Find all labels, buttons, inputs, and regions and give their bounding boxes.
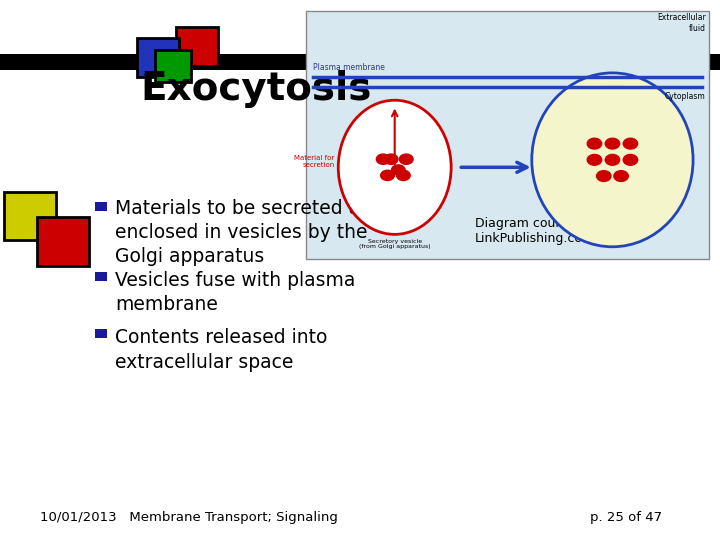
Circle shape xyxy=(400,154,413,164)
Bar xyxy=(306,11,709,259)
Bar xyxy=(176,27,218,66)
Circle shape xyxy=(397,170,410,180)
Circle shape xyxy=(606,154,620,165)
Circle shape xyxy=(624,154,638,165)
Circle shape xyxy=(392,165,405,175)
Circle shape xyxy=(614,171,629,181)
Circle shape xyxy=(606,138,620,149)
Bar xyxy=(4,192,56,240)
Bar xyxy=(137,38,179,77)
Circle shape xyxy=(624,138,638,149)
Text: Materials to be secreted are
enclosed in vesicles by the
Golgi apparatus: Materials to be secreted are enclosed in… xyxy=(115,199,379,266)
Bar xyxy=(0,54,720,70)
Text: Material for
secretion: Material for secretion xyxy=(294,156,335,168)
Text: Extracellular
fluid: Extracellular fluid xyxy=(657,14,706,33)
Text: Contents released into
extracellular space: Contents released into extracellular spa… xyxy=(115,328,328,372)
Circle shape xyxy=(377,154,390,164)
Text: Diagram courtesy
LinkPublishing.com: Diagram courtesy LinkPublishing.com xyxy=(475,217,595,245)
Text: Plasma membrane: Plasma membrane xyxy=(313,63,385,72)
Bar xyxy=(95,202,107,211)
Circle shape xyxy=(597,171,611,181)
Circle shape xyxy=(588,138,602,149)
Text: Vesicles fuse with plasma
membrane: Vesicles fuse with plasma membrane xyxy=(115,271,356,314)
Text: p. 25 of 47: p. 25 of 47 xyxy=(590,511,662,524)
Text: 10/01/2013   Membrane Transport; Signaling: 10/01/2013 Membrane Transport; Signaling xyxy=(40,511,338,524)
Bar xyxy=(155,50,191,82)
Bar xyxy=(95,272,107,281)
Bar xyxy=(95,329,107,338)
Ellipse shape xyxy=(532,73,693,247)
Text: Exocytosis: Exocytosis xyxy=(140,70,372,108)
Circle shape xyxy=(588,154,602,165)
Text: Secretory vesicle
(from Golgi apparatus): Secretory vesicle (from Golgi apparatus) xyxy=(359,239,431,249)
Circle shape xyxy=(384,154,398,164)
Circle shape xyxy=(381,170,395,180)
Text: Cytoplasm: Cytoplasm xyxy=(665,92,706,101)
Bar xyxy=(37,217,89,266)
Ellipse shape xyxy=(338,100,451,234)
